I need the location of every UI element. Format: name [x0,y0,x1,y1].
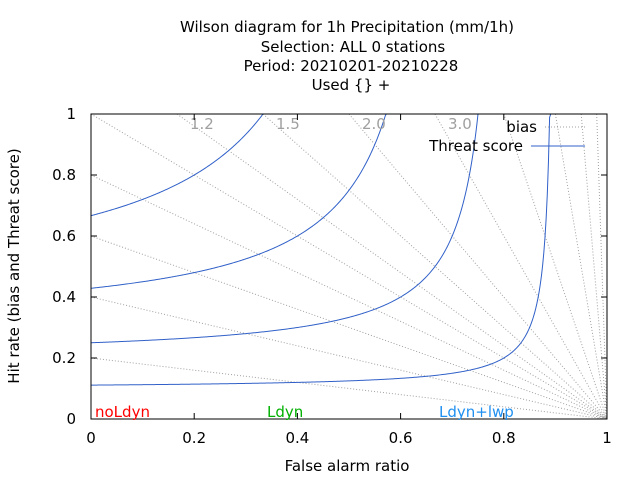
y-axis-ticks: 0 0.2 0.4 0.6 0.8 1 [52,105,607,428]
bias-label: 2.0 [362,115,386,133]
plot-frame [90,113,608,420]
y-tick-label: 1 [66,105,76,123]
x-tick-label: 0.6 [389,429,413,447]
y-tick-label: 0.2 [52,349,76,367]
x-axis-ticks: 0 0.2 0.4 0.6 0.8 1 [86,114,612,447]
bias-line [176,113,608,420]
bias-label: 1.2 [190,115,214,133]
x-tick-label: 0.2 [182,429,206,447]
threat-score-curves [90,113,552,386]
x-tick-label: 0 [86,429,96,447]
bias-labels: 1.2 1.5 2.0 3.0 [190,115,472,133]
threat-score-curve [90,113,552,386]
y-tick-label: 0 [66,410,76,428]
y-tick-label: 0.4 [52,288,76,306]
bias-line [90,174,608,420]
experiment-labels: noLdyn Ldyn Ldyn+lwp [95,403,514,421]
threat-score-curve [90,113,479,344]
bias-line [90,357,608,420]
y-tick-label: 0.6 [52,227,76,245]
threat-score-curve [90,113,264,217]
bias-line [596,113,608,420]
bias-lines [90,113,608,420]
title-block: Wilson diagram for 1h Precipitation (mm/… [180,18,514,94]
y-axis-label: Hit rate (bias and Threat score) [5,148,23,383]
experiment-label-noldyn: noLdyn [95,403,150,421]
legend-label-bias: bias [506,118,537,136]
x-tick-label: 0.4 [285,429,309,447]
bias-line [348,113,608,420]
experiment-label-ldyn-lwp: Ldyn+lwp [439,403,514,421]
bias-line [580,113,608,420]
legend: bias Threat score [428,118,585,155]
x-tick-label: 0.8 [492,429,516,447]
x-axis-label: False alarm ratio [285,457,410,475]
bias-line [90,235,608,420]
bias-line [90,296,608,420]
bias-line [90,113,608,420]
bias-label: 1.5 [276,115,300,133]
bias-line [434,113,608,420]
x-tick-label: 1 [602,429,612,447]
title-line-1: Wilson diagram for 1h Precipitation (mm/… [180,18,514,36]
title-line-3: Period: 20210201-20210228 [244,57,459,75]
title-line-4: Used {} + [312,76,391,94]
experiment-label-ldyn: Ldyn [267,403,303,421]
bias-line [554,113,608,420]
title-line-2: Selection: ALL 0 stations [261,38,446,56]
bias-label: 3.0 [448,115,472,133]
y-tick-label: 0.8 [52,166,76,184]
legend-label-threat-score: Threat score [428,137,523,155]
threat-score-curve [90,113,387,289]
